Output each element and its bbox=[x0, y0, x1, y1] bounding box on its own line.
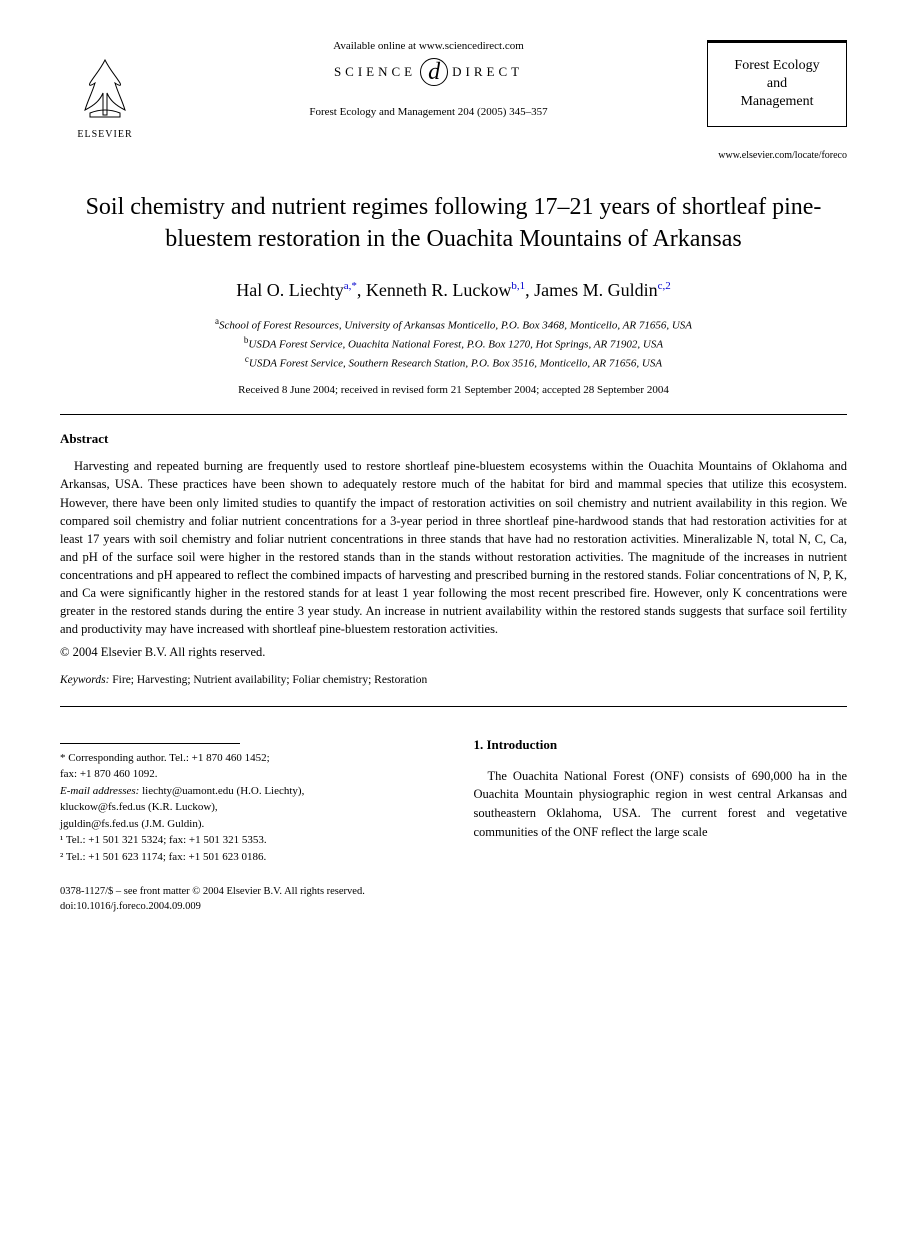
publisher-logo: ELSEVIER bbox=[60, 40, 150, 140]
affiliation-a: aSchool of Forest Resources, University … bbox=[60, 315, 847, 334]
journal-box-line1: Forest Ecology bbox=[720, 57, 834, 75]
authors-line: Hal O. Liechtya,*, Kenneth R. Luckowb,1,… bbox=[60, 280, 847, 301]
two-column-section: * Corresponding author. Tel.: +1 870 460… bbox=[60, 737, 847, 866]
introduction-body: The Ouachita National Forest (ONF) consi… bbox=[474, 767, 848, 842]
science-direct-logo: SCIENCE d DIRECT bbox=[170, 58, 687, 86]
journal-box-line2: and bbox=[720, 75, 834, 93]
author-2-name: Kenneth R. Luckow bbox=[366, 280, 511, 300]
journal-box-line3: Management bbox=[720, 93, 834, 111]
keywords-line: Keywords: Fire; Harvesting; Nutrient ava… bbox=[60, 674, 847, 686]
corr-emails: E-mail addresses: liechty@uamont.edu (H.… bbox=[60, 783, 434, 800]
direct-text: DIRECT bbox=[452, 64, 523, 80]
abstract-heading: Abstract bbox=[60, 431, 847, 447]
author-3-name: James M. Guldin bbox=[534, 280, 658, 300]
publisher-name: ELSEVIER bbox=[77, 129, 132, 140]
corr-star-line1: * Corresponding author. Tel.: +1 870 460… bbox=[60, 750, 434, 767]
keywords-label: Keywords: bbox=[60, 674, 109, 686]
affiliation-c: cUSDA Forest Service, Southern Research … bbox=[60, 353, 847, 372]
email-label: E-mail addresses: bbox=[60, 785, 139, 797]
correspondence-column: * Corresponding author. Tel.: +1 870 460… bbox=[60, 737, 434, 866]
keywords-text: Fire; Harvesting; Nutrient availability;… bbox=[112, 674, 427, 686]
at-icon: d bbox=[420, 58, 448, 86]
journal-title-box: Forest Ecology and Management bbox=[707, 40, 847, 127]
center-header: Available online at www.sciencedirect.co… bbox=[150, 40, 707, 118]
author-1-name: Hal O. Liechty bbox=[236, 280, 343, 300]
header-row: ELSEVIER Available online at www.science… bbox=[60, 40, 847, 140]
article-title: Soil chemistry and nutrient regimes foll… bbox=[60, 191, 847, 256]
article-dates: Received 8 June 2004; received in revise… bbox=[60, 384, 847, 396]
elsevier-tree-icon bbox=[70, 55, 140, 125]
available-online-text: Available online at www.sciencedirect.co… bbox=[170, 40, 687, 52]
author-2-aff-link[interactable]: b,1 bbox=[511, 280, 525, 292]
corr-star-line2: fax: +1 870 460 1092. bbox=[60, 766, 434, 783]
email-1: liechty@uamont.edu (H.O. Liechty), bbox=[142, 785, 304, 797]
science-text: SCIENCE bbox=[334, 64, 416, 80]
journal-reference: Forest Ecology and Management 204 (2005)… bbox=[170, 106, 687, 118]
email-3: jguldin@fs.fed.us (J.M. Guldin). bbox=[60, 816, 434, 833]
author-1-corr-link[interactable]: * bbox=[351, 280, 357, 292]
author-3-aff-link[interactable]: c,2 bbox=[658, 280, 671, 292]
rule-top bbox=[60, 414, 847, 415]
journal-box-wrapper: Forest Ecology and Management bbox=[707, 40, 847, 127]
affiliation-b: bUSDA Forest Service, Ouachita National … bbox=[60, 334, 847, 353]
affiliations: aSchool of Forest Resources, University … bbox=[60, 315, 847, 372]
abstract-copyright: © 2004 Elsevier B.V. All rights reserved… bbox=[60, 645, 847, 660]
rule-bottom bbox=[60, 706, 847, 707]
introduction-column: 1. Introduction The Ouachita National Fo… bbox=[474, 737, 848, 866]
footnote-rule bbox=[60, 743, 240, 744]
journal-url[interactable]: www.elsevier.com/locate/foreco bbox=[60, 150, 847, 161]
page-footer: 0378-1127/$ – see front matter © 2004 El… bbox=[60, 885, 847, 914]
abstract-body: Harvesting and repeated burning are freq… bbox=[60, 457, 847, 638]
footnote-2: ² Tel.: +1 501 623 1174; fax: +1 501 623… bbox=[60, 849, 434, 866]
introduction-heading: 1. Introduction bbox=[474, 737, 848, 753]
footer-line2: doi:10.1016/j.foreco.2004.09.009 bbox=[60, 900, 847, 915]
email-2: kluckow@fs.fed.us (K.R. Luckow), bbox=[60, 799, 434, 816]
footer-line1: 0378-1127/$ – see front matter © 2004 El… bbox=[60, 885, 847, 900]
footnote-1: ¹ Tel.: +1 501 321 5324; fax: +1 501 321… bbox=[60, 832, 434, 849]
